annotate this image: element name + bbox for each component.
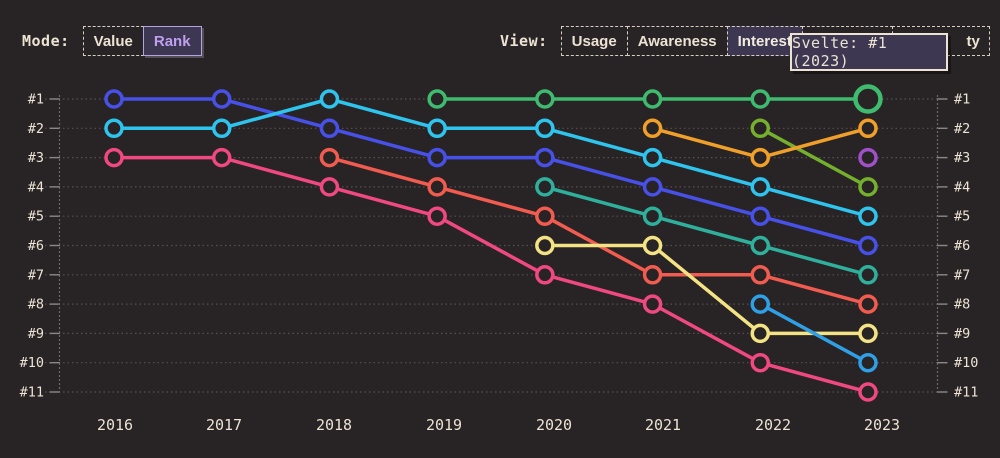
point-series-coral-2023[interactable] bbox=[858, 294, 878, 314]
year-label-2022: 2022 bbox=[755, 416, 791, 434]
point-series-cyan-2016[interactable] bbox=[104, 118, 124, 139]
point-series-coral-2022[interactable] bbox=[750, 265, 771, 285]
rank-label-left-#10: #10 bbox=[20, 355, 44, 371]
point-series-magenta-2021[interactable] bbox=[642, 294, 663, 314]
line-series-teal bbox=[543, 185, 870, 277]
point-series-magenta-2016[interactable] bbox=[104, 147, 124, 168]
point-series-indigo-2019[interactable] bbox=[427, 147, 447, 168]
point-series-indigo-2020[interactable] bbox=[535, 147, 555, 168]
line-series-magenta bbox=[112, 155, 870, 394]
rank-label-left-#4: #4 bbox=[28, 179, 44, 195]
rank-label-right-#7: #7 bbox=[954, 267, 970, 283]
point-series-cyan-2022[interactable] bbox=[750, 177, 771, 197]
point-series-coral-2021[interactable] bbox=[642, 265, 663, 285]
mode-label: Mode: bbox=[22, 32, 70, 50]
chart-tooltip: Svelte: #1 (2023) bbox=[790, 33, 948, 71]
point-svelte-2022[interactable] bbox=[750, 89, 771, 109]
rank-label-left-#8: #8 bbox=[28, 297, 44, 313]
line-series-cyan bbox=[112, 97, 870, 218]
point-series-olive-2022[interactable] bbox=[750, 118, 771, 139]
year-label-2018: 2018 bbox=[316, 416, 352, 434]
rank-label-right-#2: #2 bbox=[954, 121, 970, 137]
point-series-coral-2019[interactable] bbox=[427, 177, 447, 197]
line-series-sky bbox=[758, 302, 870, 365]
point-series-yellow-2023[interactable] bbox=[858, 323, 878, 344]
point-svelte-2019[interactable] bbox=[427, 89, 447, 109]
point-svelte-2020[interactable] bbox=[535, 89, 555, 109]
year-label-2021: 2021 bbox=[645, 416, 681, 434]
point-series-orange-2022[interactable] bbox=[750, 147, 771, 168]
mode-button-group: Value Rank bbox=[82, 26, 202, 56]
rank-label-left-#9: #9 bbox=[28, 326, 44, 342]
point-series-teal-2020[interactable] bbox=[535, 177, 555, 197]
view-label: View: bbox=[500, 32, 548, 50]
point-series-teal-2022[interactable] bbox=[750, 235, 771, 256]
tooltip-text: Svelte: #1 (2023) bbox=[792, 34, 888, 70]
year-label-2017: 2017 bbox=[206, 416, 242, 434]
rank-label-right-#9: #9 bbox=[954, 326, 970, 342]
point-series-olive-2023[interactable] bbox=[858, 177, 878, 197]
year-label-2019: 2019 bbox=[426, 416, 462, 434]
point-series-purple-2023[interactable] bbox=[858, 147, 878, 168]
point-series-sky-2022[interactable] bbox=[750, 294, 771, 314]
rank-label-left-#2: #2 bbox=[28, 121, 44, 137]
point-series-magenta-2022[interactable] bbox=[750, 352, 771, 373]
point-series-yellow-2020[interactable] bbox=[535, 235, 555, 256]
rank-label-right-#1: #1 bbox=[954, 92, 970, 108]
rank-label-left-#7: #7 bbox=[28, 267, 44, 283]
view-control: View: Usage Awareness Interest ty bbox=[500, 26, 990, 56]
rank-label-right-#6: #6 bbox=[954, 238, 970, 254]
point-series-magenta-2023[interactable] bbox=[858, 382, 878, 402]
rank-label-left-#5: #5 bbox=[28, 209, 44, 225]
rank-label-right-#11: #11 bbox=[954, 385, 978, 401]
point-series-orange-2021[interactable] bbox=[642, 118, 663, 139]
point-svelte-2023-highlighted[interactable] bbox=[853, 84, 883, 114]
point-series-cyan-2019[interactable] bbox=[427, 118, 447, 139]
year-label-2016: 2016 bbox=[97, 416, 133, 434]
point-series-teal-2021[interactable] bbox=[642, 206, 663, 226]
line-series-indigo bbox=[112, 97, 870, 248]
rank-label-right-#5: #5 bbox=[954, 209, 970, 225]
point-series-coral-2018[interactable] bbox=[319, 147, 340, 168]
point-series-cyan-2021[interactable] bbox=[642, 147, 663, 168]
point-series-sky-2023[interactable] bbox=[858, 352, 878, 373]
point-series-indigo-2023[interactable] bbox=[858, 235, 878, 256]
point-series-indigo-2018[interactable] bbox=[319, 118, 340, 139]
point-series-indigo-2022[interactable] bbox=[750, 206, 771, 226]
line-series-coral bbox=[327, 155, 870, 306]
point-series-cyan-2020[interactable] bbox=[535, 118, 555, 139]
mode-control: Mode: Value Rank bbox=[22, 26, 202, 56]
point-series-teal-2023[interactable] bbox=[858, 265, 878, 285]
point-series-magenta-2018[interactable] bbox=[319, 177, 340, 197]
mode-button-rank[interactable]: Rank bbox=[142, 26, 202, 56]
rank-label-left-#11: #11 bbox=[20, 385, 44, 401]
point-series-orange-2023[interactable] bbox=[858, 118, 878, 139]
point-series-yellow-2022[interactable] bbox=[750, 323, 771, 344]
point-series-indigo-2021[interactable] bbox=[642, 177, 663, 197]
rank-label-right-#8: #8 bbox=[954, 297, 970, 313]
view-button-group: Usage Awareness Interest ty bbox=[560, 26, 990, 56]
rank-label-left-#1: #1 bbox=[28, 92, 44, 108]
point-series-magenta-2019[interactable] bbox=[427, 206, 447, 226]
point-series-cyan-2017[interactable] bbox=[211, 118, 232, 139]
rank-label-left-#3: #3 bbox=[28, 150, 44, 166]
rank-label-right-#10: #10 bbox=[954, 355, 978, 371]
rank-label-right-#3: #3 bbox=[954, 150, 970, 166]
line-series-olive bbox=[758, 126, 870, 189]
year-label-2023: 2023 bbox=[864, 416, 900, 434]
point-series-indigo-2017[interactable] bbox=[211, 89, 232, 109]
point-series-cyan-2018[interactable] bbox=[319, 89, 340, 109]
point-series-indigo-2016[interactable] bbox=[104, 89, 124, 109]
point-series-magenta-2017[interactable] bbox=[211, 147, 232, 168]
year-label-2020: 2020 bbox=[536, 416, 572, 434]
rank-label-right-#4: #4 bbox=[954, 179, 970, 195]
point-series-coral-2020[interactable] bbox=[535, 206, 555, 226]
point-series-yellow-2021[interactable] bbox=[642, 235, 663, 256]
point-series-cyan-2023[interactable] bbox=[858, 206, 878, 226]
point-svelte-2021[interactable] bbox=[642, 89, 663, 109]
rank-label-left-#6: #6 bbox=[28, 238, 44, 254]
point-series-magenta-2020[interactable] bbox=[535, 265, 555, 285]
